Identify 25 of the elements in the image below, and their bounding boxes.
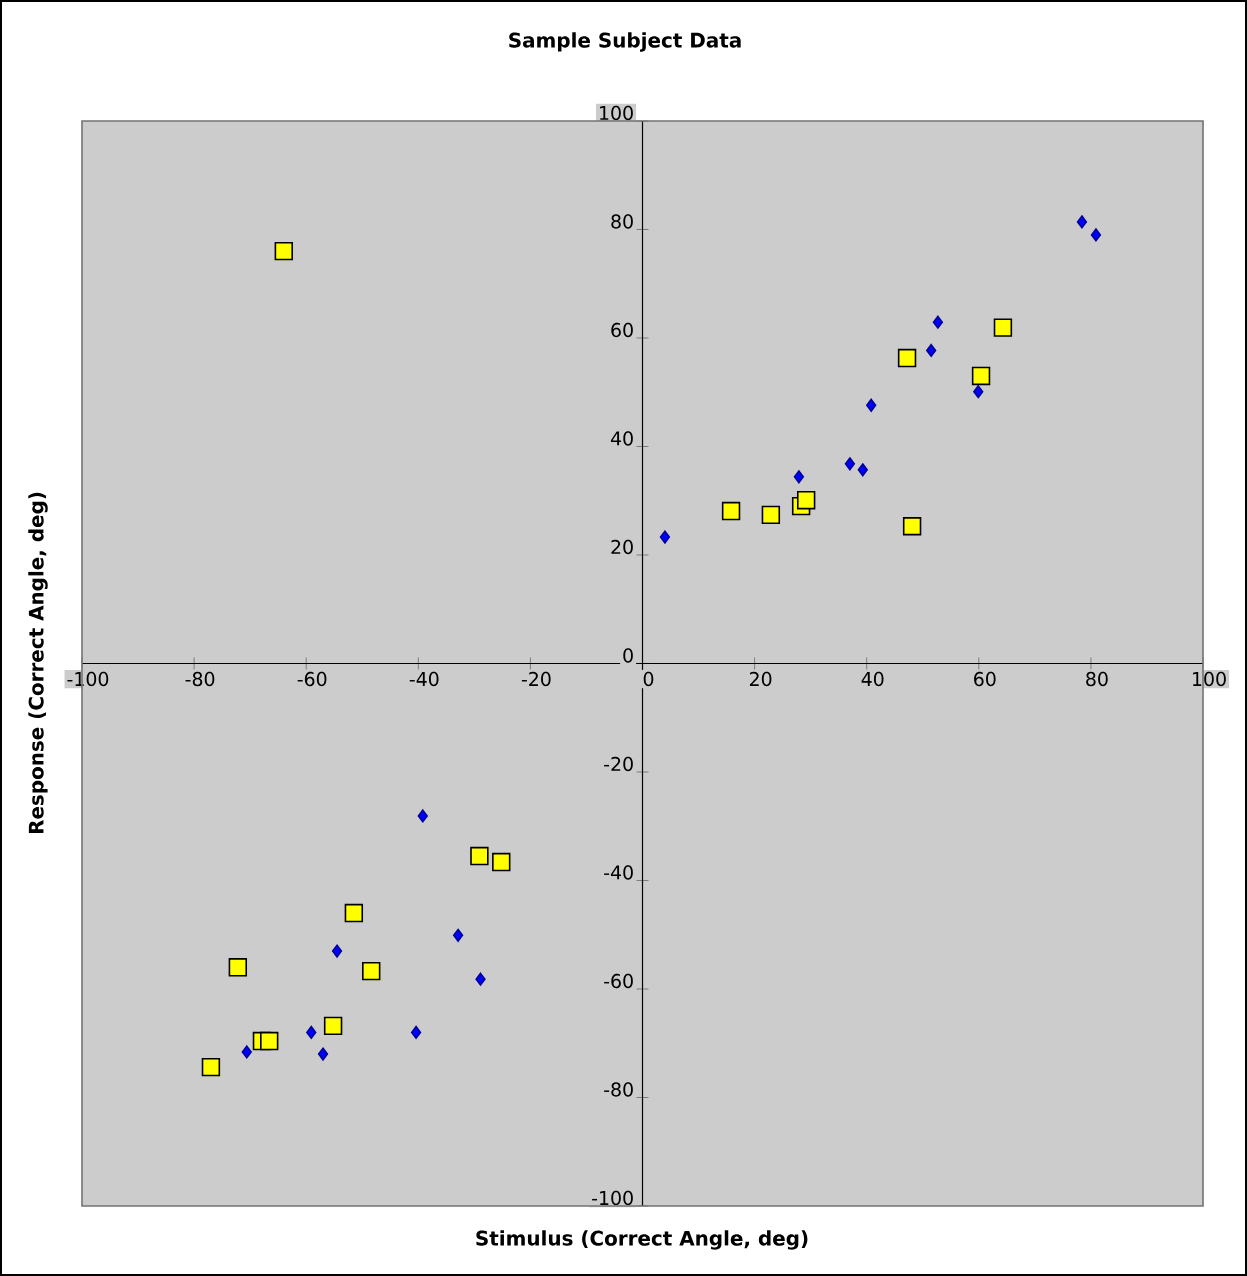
x-tick-label: 0	[643, 671, 654, 687]
x-tick-label: 100	[1193, 671, 1226, 687]
chart-title: Sample Subject Data	[509, 32, 741, 52]
y-tick-label: 100	[600, 105, 633, 121]
x-tick-label: -40	[409, 671, 439, 687]
x-tick-label: -20	[521, 671, 551, 687]
x-tick-label: 40	[861, 671, 884, 687]
x-tick-label: 60	[974, 671, 996, 687]
y-tick-label: 60	[611, 322, 633, 338]
x-axis-title: Stimulus (Correct Angle, deg)	[476, 1230, 808, 1250]
y-tick-label: -20	[604, 756, 633, 772]
y-tick-label: -100	[592, 1190, 633, 1206]
y-tick-label: 40	[610, 431, 633, 446]
y-tick-label: 20	[611, 539, 633, 555]
y-tick-label: 80	[611, 214, 633, 229]
x-tick-label: 20	[749, 671, 772, 687]
y-tick-label: 0	[623, 648, 633, 663]
y-tick-label: -40	[604, 865, 633, 880]
x-tick-label: -100	[67, 671, 109, 687]
y-tick-label: -80	[604, 1082, 633, 1097]
x-tick-label: -60	[297, 671, 327, 687]
y-axis-title: Response (Correct Angle, deg)	[28, 492, 48, 834]
x-tick-label: -80	[185, 671, 215, 687]
y-tick-label: -60	[604, 973, 633, 989]
x-tick-label: 80	[1086, 671, 1108, 687]
